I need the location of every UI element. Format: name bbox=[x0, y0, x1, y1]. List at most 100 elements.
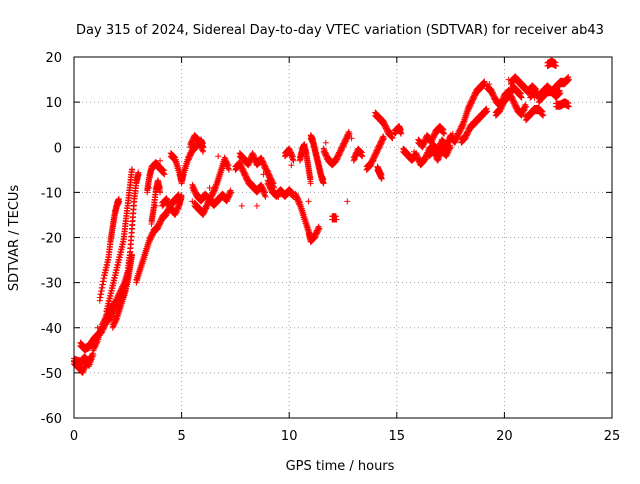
data-point bbox=[195, 136, 202, 143]
data-point bbox=[258, 181, 265, 188]
data-point bbox=[94, 324, 101, 331]
data-point bbox=[269, 179, 276, 186]
data-point bbox=[264, 167, 271, 174]
data-point bbox=[258, 155, 265, 162]
data-point bbox=[178, 193, 185, 200]
data-point bbox=[286, 146, 293, 153]
data-point bbox=[415, 153, 422, 160]
data-point bbox=[171, 153, 178, 160]
data-point bbox=[517, 90, 524, 97]
data-point bbox=[321, 148, 328, 155]
data-point bbox=[565, 74, 572, 81]
data-point bbox=[116, 198, 123, 205]
data-point bbox=[221, 154, 228, 161]
data-point bbox=[228, 189, 235, 196]
data-points bbox=[71, 57, 572, 376]
data-point bbox=[440, 126, 447, 133]
data-point bbox=[382, 122, 389, 129]
data-point bbox=[238, 163, 245, 170]
data-point bbox=[237, 160, 244, 167]
x-tick-label: 0 bbox=[70, 429, 78, 444]
data-point bbox=[268, 175, 275, 182]
data-point bbox=[287, 148, 294, 155]
data-point bbox=[430, 145, 437, 152]
data-point bbox=[157, 157, 164, 164]
data-point bbox=[431, 148, 438, 155]
data-point bbox=[383, 124, 390, 131]
data-point bbox=[200, 148, 207, 155]
data-point bbox=[491, 93, 498, 100]
x-tick-label: 10 bbox=[281, 429, 298, 444]
data-point bbox=[430, 146, 437, 153]
data-point bbox=[240, 166, 247, 173]
data-point bbox=[358, 148, 365, 155]
data-point bbox=[441, 130, 448, 137]
data-point bbox=[259, 157, 266, 164]
data-point bbox=[242, 172, 249, 179]
data-point bbox=[516, 89, 523, 96]
data-point bbox=[565, 103, 572, 110]
data-point bbox=[439, 126, 446, 133]
data-point bbox=[378, 175, 385, 182]
data-point bbox=[348, 135, 355, 142]
data-point bbox=[288, 162, 295, 169]
data-point bbox=[152, 202, 159, 209]
data-point bbox=[135, 171, 142, 178]
data-point bbox=[244, 174, 251, 181]
data-point bbox=[260, 158, 267, 165]
data-point bbox=[307, 175, 314, 182]
data-point bbox=[323, 152, 330, 159]
y-tick-label: -10 bbox=[41, 186, 62, 201]
data-point bbox=[249, 150, 256, 157]
data-point bbox=[380, 135, 387, 142]
data-point bbox=[260, 186, 267, 193]
data-point bbox=[198, 141, 205, 148]
data-point bbox=[260, 185, 267, 192]
data-point bbox=[251, 153, 258, 160]
data-point bbox=[222, 155, 229, 162]
data-point bbox=[449, 130, 456, 137]
data-point bbox=[261, 189, 268, 196]
data-point bbox=[275, 193, 282, 200]
data-point bbox=[191, 185, 198, 192]
data-point bbox=[157, 189, 164, 196]
data-point bbox=[196, 137, 203, 144]
data-point bbox=[223, 158, 230, 165]
data-point bbox=[518, 94, 525, 101]
data-point bbox=[262, 193, 269, 200]
data-point bbox=[241, 169, 248, 176]
data-point bbox=[260, 159, 267, 166]
x-tick-label: 15 bbox=[389, 429, 406, 444]
data-point bbox=[267, 183, 274, 190]
data-point bbox=[294, 194, 301, 201]
data-point bbox=[286, 145, 293, 152]
x-tick-label: 5 bbox=[177, 429, 185, 444]
data-point bbox=[266, 171, 273, 178]
data-point bbox=[261, 188, 268, 195]
data-point bbox=[165, 200, 172, 207]
data-point bbox=[265, 179, 272, 186]
data-point bbox=[447, 144, 454, 151]
axis-ticks: 0 5 10 15 20 25 -60 -50 -40 -30 -20 -10 0 10 20 bbox=[41, 51, 621, 444]
y-tick-label: -20 bbox=[41, 232, 62, 247]
data-point bbox=[357, 148, 364, 155]
data-point bbox=[296, 198, 303, 205]
data-point bbox=[163, 195, 170, 202]
data-point bbox=[388, 131, 395, 138]
data-point bbox=[250, 151, 257, 158]
data-point bbox=[164, 197, 171, 204]
data-point bbox=[266, 181, 273, 188]
data-point bbox=[225, 166, 232, 173]
data-point bbox=[289, 153, 296, 160]
data-point bbox=[557, 90, 564, 97]
data-point bbox=[237, 161, 244, 168]
data-point bbox=[250, 152, 257, 159]
data-point bbox=[484, 108, 491, 115]
data-point bbox=[264, 177, 271, 184]
data-point bbox=[159, 166, 166, 173]
data-point bbox=[553, 63, 560, 70]
data-point bbox=[263, 166, 270, 173]
data-point bbox=[481, 78, 488, 85]
data-point bbox=[411, 148, 418, 155]
y-tick-label: -50 bbox=[41, 367, 62, 382]
